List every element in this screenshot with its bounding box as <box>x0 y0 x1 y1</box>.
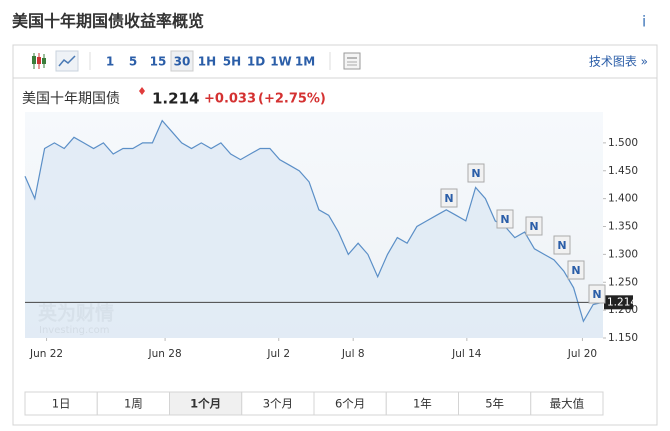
y-tick-label: 1.400 <box>608 193 638 205</box>
interval-button[interactable]: 1D <box>247 55 265 69</box>
interval-button[interactable]: 1 <box>106 55 114 69</box>
x-tick-label: Jun 28 <box>148 348 182 360</box>
news-flag-label[interactable]: N <box>529 220 538 233</box>
price: 1.214 <box>152 90 199 108</box>
news-flag[interactable] <box>567 260 585 280</box>
alert-diamond <box>139 87 145 95</box>
area-fill <box>25 120 603 338</box>
news-flag-label[interactable]: N <box>557 239 566 252</box>
technical-link[interactable]: 技术图表 » <box>589 55 648 69</box>
y-tick-label: 1.250 <box>608 276 638 288</box>
period-label[interactable]: 6个月 <box>335 397 365 411</box>
x-tick-label: Jun 22 <box>29 348 63 360</box>
y-tick-label: 1.500 <box>608 137 638 149</box>
interval-button[interactable]: 1W <box>270 55 292 69</box>
settings-icon[interactable] <box>343 52 361 70</box>
interval-button[interactable]: 1H <box>198 55 216 69</box>
interval-button[interactable]: 5H <box>223 55 241 69</box>
news-flag[interactable] <box>588 284 606 304</box>
news-flag-label[interactable]: N <box>500 213 509 226</box>
interval-button[interactable]: 30 <box>174 55 191 69</box>
line-icon <box>58 55 76 67</box>
x-tick-label: Jul 20 <box>567 348 597 360</box>
interval-button[interactable]: 5 <box>129 55 137 69</box>
x-tick-label: Jul 14 <box>451 348 482 360</box>
change: +0.033 <box>204 92 256 107</box>
instrument-name: 美国十年期国债 <box>22 91 120 107</box>
interval-button[interactable]: 1M <box>295 55 315 69</box>
news-flag[interactable] <box>440 188 458 208</box>
page-title: 美国十年期国债收益率概览 <box>12 12 204 31</box>
news-flag-label[interactable]: N <box>592 288 601 301</box>
y-tick-label: 1.450 <box>608 165 638 177</box>
x-tick-label: Jul 8 <box>341 348 365 360</box>
current-label: 1.214 <box>607 296 637 308</box>
y-tick-label: 1.150 <box>608 332 638 344</box>
news-flag[interactable] <box>553 235 571 255</box>
current-label-bg <box>604 295 633 310</box>
period-label[interactable]: 5年 <box>485 397 504 411</box>
news-flag-label[interactable]: N <box>444 192 453 205</box>
news-flag[interactable] <box>467 163 485 183</box>
y-tick-label: 1.350 <box>608 221 638 233</box>
news-flag[interactable] <box>496 209 514 229</box>
news-flag[interactable] <box>525 216 543 236</box>
period-label[interactable]: 1年 <box>413 397 432 411</box>
period-label[interactable]: 1个月 <box>190 397 221 411</box>
period-label[interactable]: 1日 <box>52 397 71 411</box>
period-label[interactable]: 3个月 <box>263 397 293 411</box>
news-flag-label[interactable]: N <box>471 167 480 180</box>
candle-icon[interactable] <box>32 53 46 69</box>
y-tick-label: 1.300 <box>608 248 638 260</box>
period-label[interactable]: 1周 <box>124 397 143 411</box>
change-pct: (+2.75%) <box>258 92 326 107</box>
info-icon[interactable]: i <box>642 13 646 31</box>
interval-selected <box>170 50 194 72</box>
x-tick-label: Jul 2 <box>266 348 290 360</box>
news-flag-label[interactable]: N <box>571 264 580 277</box>
period-tab[interactable] <box>530 391 604 416</box>
period-label[interactable]: 最大值 <box>550 397 585 411</box>
line-icon-bg[interactable] <box>55 50 79 72</box>
interval-button[interactable]: 15 <box>150 55 167 69</box>
